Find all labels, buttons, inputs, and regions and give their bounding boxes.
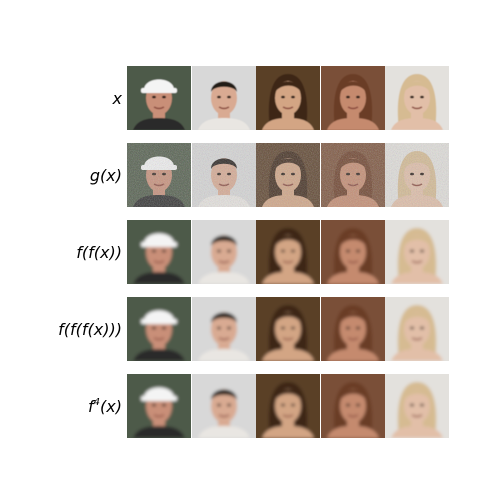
face-image-woman-auburn-hair [321, 220, 385, 284]
row-label-text: g(x) [89, 166, 122, 185]
face-image-blonde-woman [385, 143, 449, 207]
row-label: f(f(f(x))) [58, 297, 122, 362]
figure-row: f4(x) [0, 374, 500, 439]
row-label-superscript: 4 [93, 397, 101, 408]
face-image-man-with-white-visor [127, 66, 191, 130]
face-image-blonde-woman [385, 220, 449, 284]
figure-row: x [0, 66, 500, 131]
face-image-man-with-white-visor [127, 374, 191, 438]
face-image-woman-long-brown-hair [256, 220, 320, 284]
face-image-woman-long-brown-hair [256, 374, 320, 438]
figure-row: g(x) [0, 143, 500, 208]
face-image-man-with-white-visor [127, 143, 191, 207]
face-image-man-with-white-visor [127, 297, 191, 361]
figure-row: f(f(x)) [0, 220, 500, 285]
face-image-blonde-woman [385, 374, 449, 438]
row-label: f4(x) [88, 374, 122, 439]
face-image-blonde-woman [385, 297, 449, 361]
face-image-woman-long-brown-hair [256, 143, 320, 207]
row-label: x [113, 66, 122, 131]
face-image-young-man-short-dark-hair [192, 297, 256, 361]
face-image-man-with-white-visor [127, 220, 191, 284]
figure-row: f(f(f(x))) [0, 297, 500, 362]
face-image-woman-auburn-hair [321, 143, 385, 207]
row-label-tail: (x) [100, 397, 122, 416]
row-label: g(x) [90, 143, 122, 208]
face-image-young-man-short-dark-hair [192, 66, 256, 130]
row-label-text: f(f(x)) [76, 243, 122, 262]
row-label: f(f(x)) [76, 220, 122, 285]
face-image-woman-long-brown-hair [256, 297, 320, 361]
face-image-young-man-short-dark-hair [192, 143, 256, 207]
face-image-woman-auburn-hair [321, 297, 385, 361]
face-image-blonde-woman [385, 66, 449, 130]
face-image-young-man-short-dark-hair [192, 220, 256, 284]
face-image-young-man-short-dark-hair [192, 374, 256, 438]
face-image-woman-auburn-hair [321, 66, 385, 130]
row-label-text: x [112, 89, 122, 108]
face-image-woman-long-brown-hair [256, 66, 320, 130]
face-image-woman-auburn-hair [321, 374, 385, 438]
row-label-text: f [88, 397, 94, 416]
row-label-text: f(f(f(x))) [58, 320, 122, 339]
